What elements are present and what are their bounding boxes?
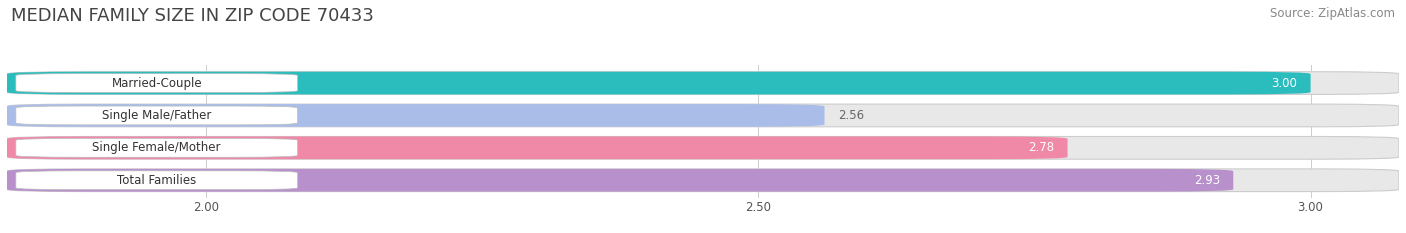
Text: 3.00: 3.00: [1271, 77, 1298, 89]
FancyBboxPatch shape: [7, 169, 1233, 192]
FancyBboxPatch shape: [15, 106, 298, 125]
FancyBboxPatch shape: [15, 138, 298, 157]
Text: 2.78: 2.78: [1028, 141, 1054, 154]
Text: Single Female/Mother: Single Female/Mother: [93, 141, 221, 154]
FancyBboxPatch shape: [7, 72, 1310, 94]
Text: Single Male/Father: Single Male/Father: [103, 109, 211, 122]
Text: 2.93: 2.93: [1194, 174, 1220, 187]
FancyBboxPatch shape: [7, 137, 1399, 159]
FancyBboxPatch shape: [7, 137, 1067, 159]
FancyBboxPatch shape: [15, 74, 298, 93]
Text: Source: ZipAtlas.com: Source: ZipAtlas.com: [1270, 7, 1395, 20]
Text: Total Families: Total Families: [117, 174, 197, 187]
FancyBboxPatch shape: [7, 104, 824, 127]
Text: 2.56: 2.56: [838, 109, 863, 122]
FancyBboxPatch shape: [15, 171, 298, 190]
FancyBboxPatch shape: [7, 169, 1399, 192]
FancyBboxPatch shape: [7, 72, 1399, 94]
Text: Married-Couple: Married-Couple: [111, 77, 202, 89]
Text: MEDIAN FAMILY SIZE IN ZIP CODE 70433: MEDIAN FAMILY SIZE IN ZIP CODE 70433: [11, 7, 374, 25]
FancyBboxPatch shape: [7, 104, 1399, 127]
